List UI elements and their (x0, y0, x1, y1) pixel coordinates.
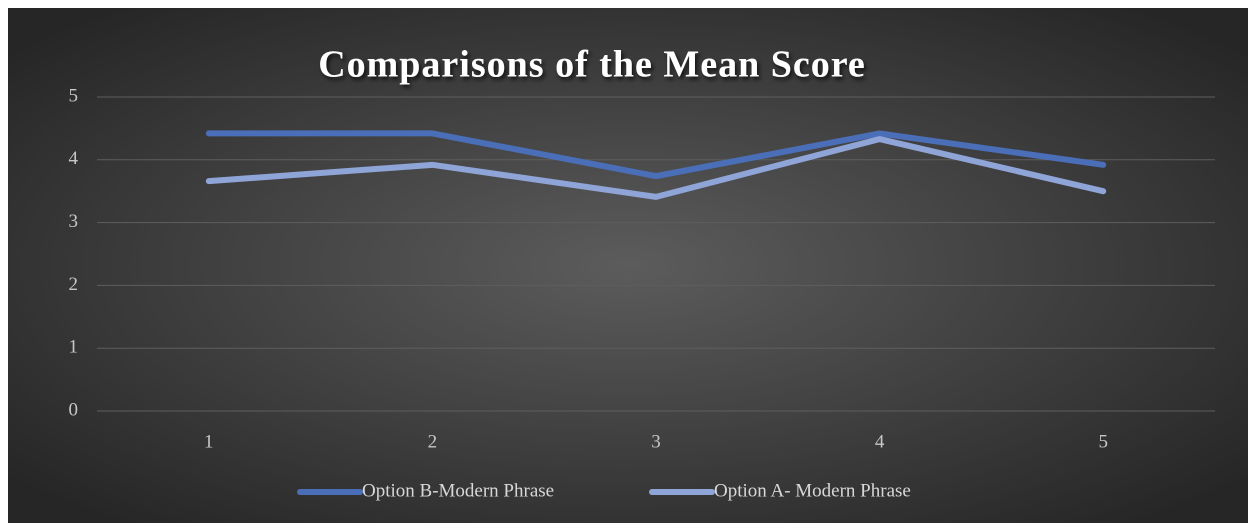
legend-label: Option B-Modern Phrase (362, 480, 554, 501)
chart-background (8, 8, 1248, 523)
series-line (205, 130, 1107, 180)
y-tick-label: 3 (69, 211, 79, 232)
y-tick-label: 2 (69, 274, 79, 295)
series-line (205, 136, 1107, 200)
legend-label: Option A- Modern Phrase (714, 480, 911, 501)
x-tick-label: 2 (428, 431, 438, 452)
y-tick-label: 1 (69, 337, 79, 358)
y-tick-label: 0 (69, 399, 79, 420)
x-tick-label: 1 (204, 431, 214, 452)
chart-title: Comparisons of the Mean Score (318, 44, 866, 86)
x-tick-label: 4 (875, 431, 885, 452)
x-tick-label: 5 (1098, 431, 1108, 452)
y-tick-label: 4 (69, 148, 79, 169)
y-tick-label: 5 (69, 85, 79, 106)
x-tick-label: 3 (651, 431, 661, 452)
